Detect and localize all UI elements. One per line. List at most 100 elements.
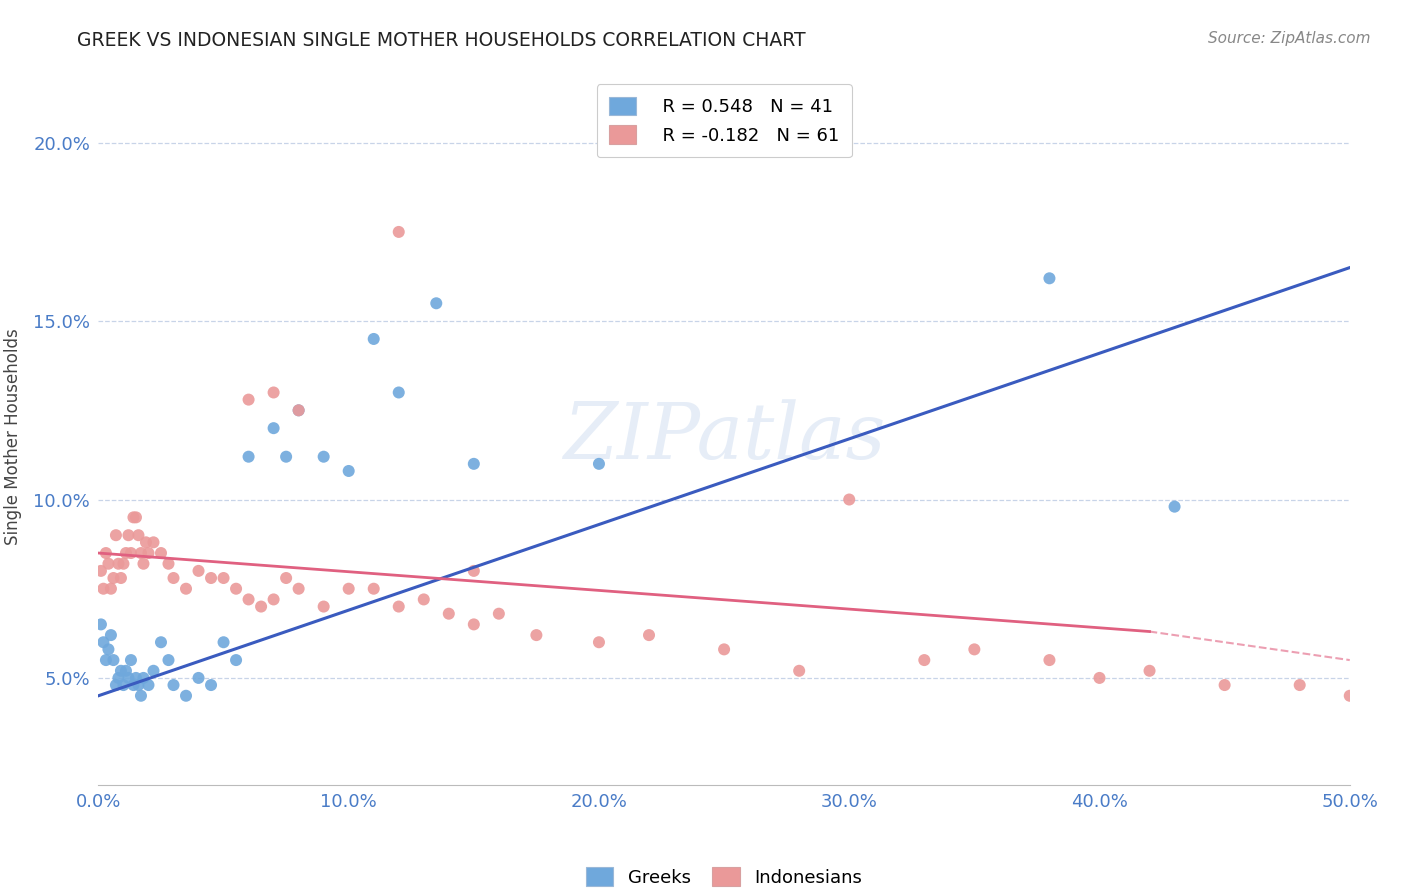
Point [112, 557, 135, 571]
Point [1088, 671, 1111, 685]
Legend: Greeks, Indonesians: Greeks, Indonesians [575, 856, 873, 892]
Point [212, 571, 235, 585]
Point [1139, 664, 1161, 678]
Point [117, 528, 139, 542]
Point [142, 535, 165, 549]
Point [337, 582, 360, 596]
Text: Source: ZipAtlas.com: Source: ZipAtlas.com [1208, 31, 1371, 46]
Point [93, 635, 115, 649]
Point [162, 678, 184, 692]
Point [200, 678, 222, 692]
Point [1339, 689, 1361, 703]
Point [713, 642, 735, 657]
Point [174, 582, 197, 596]
Point [122, 678, 145, 692]
Point [94, 546, 117, 560]
Point [107, 671, 129, 685]
Point [157, 653, 180, 667]
Point [588, 635, 610, 649]
Point [150, 546, 173, 560]
Point [127, 528, 149, 542]
Point [90, 617, 112, 632]
Point [120, 653, 142, 667]
Point [238, 592, 260, 607]
Point [1038, 653, 1060, 667]
Point [787, 664, 810, 678]
Point [1213, 678, 1236, 692]
Point [135, 535, 157, 549]
Point [93, 582, 115, 596]
Point [524, 628, 547, 642]
Point [1038, 271, 1060, 285]
Point [274, 571, 298, 585]
Text: ZIPatlas: ZIPatlas [562, 399, 886, 475]
Point [132, 557, 155, 571]
Point [112, 678, 135, 692]
Point [287, 582, 309, 596]
Point [187, 564, 209, 578]
Point [90, 564, 112, 578]
Point [312, 450, 335, 464]
Y-axis label: Single Mother Households: Single Mother Households [4, 329, 22, 545]
Point [1288, 678, 1310, 692]
Point [174, 689, 197, 703]
Point [115, 546, 138, 560]
Point [104, 528, 127, 542]
Point [274, 450, 298, 464]
Point [103, 653, 125, 667]
Point [250, 599, 273, 614]
Point [107, 557, 129, 571]
Point [129, 689, 152, 703]
Point [200, 571, 222, 585]
Point [132, 671, 155, 685]
Point [110, 571, 132, 585]
Point [129, 546, 152, 560]
Point [157, 557, 180, 571]
Point [125, 510, 148, 524]
Point [388, 385, 411, 400]
Point [488, 607, 510, 621]
Point [312, 599, 335, 614]
Point [127, 678, 149, 692]
Point [125, 671, 148, 685]
Text: GREEK VS INDONESIAN SINGLE MOTHER HOUSEHOLDS CORRELATION CHART: GREEK VS INDONESIAN SINGLE MOTHER HOUSEH… [77, 31, 806, 50]
Point [363, 582, 385, 596]
Point [94, 653, 117, 667]
Point [97, 642, 120, 657]
Point [425, 296, 447, 310]
Point [238, 450, 260, 464]
Point [463, 617, 485, 632]
Point [238, 392, 260, 407]
Point [388, 225, 411, 239]
Point [287, 403, 309, 417]
Point [388, 599, 411, 614]
Point [212, 635, 235, 649]
Point [1163, 500, 1185, 514]
Point [463, 457, 485, 471]
Point [104, 678, 127, 692]
Point [97, 557, 120, 571]
Point [912, 653, 935, 667]
Point [838, 492, 860, 507]
Point [117, 671, 139, 685]
Point [263, 592, 285, 607]
Point [150, 635, 173, 649]
Point [463, 564, 485, 578]
Point [103, 571, 125, 585]
Point [122, 510, 145, 524]
Point [138, 546, 160, 560]
Point [337, 464, 360, 478]
Point [120, 546, 142, 560]
Point [412, 592, 434, 607]
Point [225, 582, 247, 596]
Point [138, 678, 160, 692]
Point [115, 664, 138, 678]
Point [110, 664, 132, 678]
Point [187, 671, 209, 685]
Point [225, 653, 247, 667]
Point [588, 457, 610, 471]
Point [100, 628, 122, 642]
Point [638, 628, 661, 642]
Point [263, 421, 285, 435]
Point [287, 403, 309, 417]
